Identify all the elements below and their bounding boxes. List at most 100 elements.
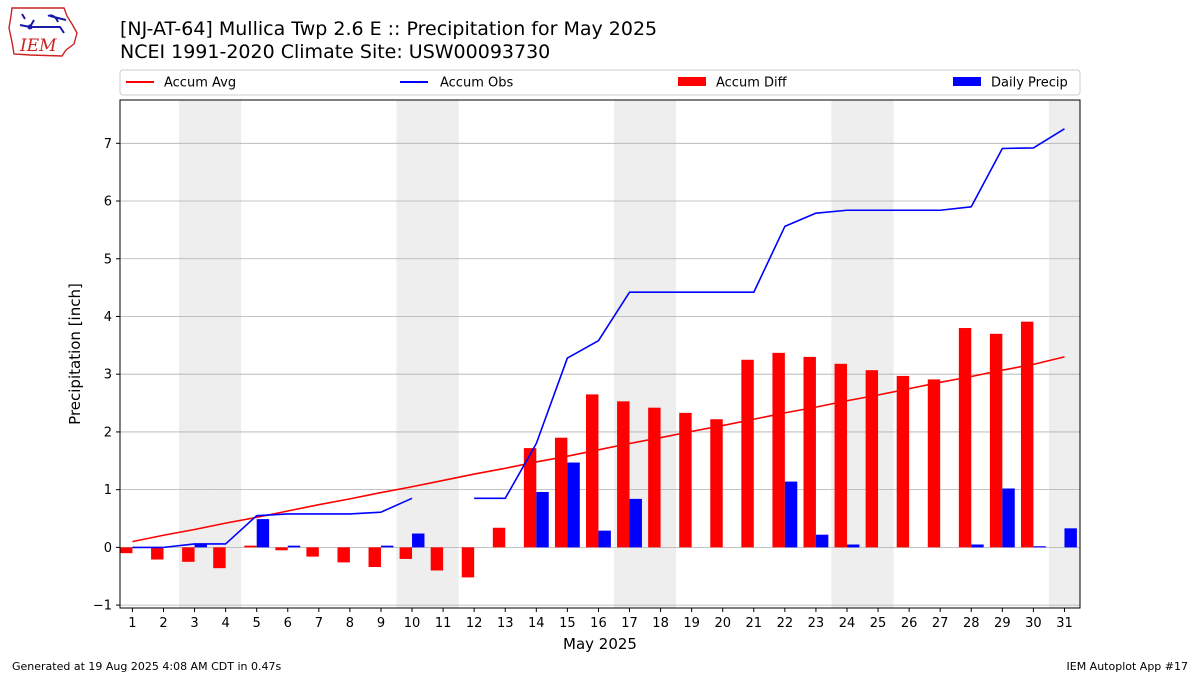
x-tick-label-3: 3: [190, 616, 198, 631]
x-tick-label-21: 21: [746, 616, 763, 631]
accum-diff-bar-day-24: [834, 363, 847, 548]
accum-diff-bar-day-14: [523, 448, 537, 548]
accum-diff-bar-day-30: [1020, 321, 1034, 548]
weekend-shade-day-11: [427, 100, 459, 608]
x-tick-label-2: 2: [159, 616, 167, 631]
accum-diff-bar-day-10: [399, 547, 413, 559]
accum-diff-bar-day-2: [151, 547, 164, 560]
accum-diff-bar-day-8: [337, 547, 350, 563]
daily-precip-bar-day-24: [846, 544, 860, 548]
accum-diff-bar-day-18: [648, 407, 661, 548]
daily-precip-bar-day-15: [567, 462, 580, 548]
x-tick-label-19: 19: [683, 616, 700, 631]
accum-diff-bar-day-15: [554, 437, 568, 548]
daily-precip-bar-day-16: [598, 530, 611, 548]
x-tick-label-11: 11: [435, 616, 452, 631]
x-tick-label-28: 28: [963, 616, 980, 631]
y-tick-label-4: 4: [104, 310, 112, 325]
x-tick-label-22: 22: [777, 616, 794, 631]
x-tick-label-27: 27: [932, 616, 949, 631]
iem-logo: IEM: [8, 7, 78, 57]
daily-precip-bar-day-22: [784, 481, 798, 548]
x-tick-label-7: 7: [315, 616, 323, 631]
x-tick-label-1: 1: [128, 616, 136, 631]
daily-precip-bar-day-29: [1002, 488, 1015, 548]
x-tick-label-8: 8: [346, 616, 354, 631]
footer-generated: Generated at 19 Aug 2025 4:08 AM CDT in …: [12, 660, 281, 673]
accum-diff-bar-day-25: [865, 370, 879, 548]
daily-precip-bar-day-31: [1064, 528, 1077, 548]
x-tick-label-29: 29: [994, 616, 1011, 631]
daily-precip-bar-day-14: [536, 491, 549, 548]
y-tick-label-3: 3: [104, 368, 112, 383]
x-tick-label-15: 15: [559, 616, 576, 631]
accum-diff-bar-day-7: [306, 547, 319, 557]
daily-precip-bars: [194, 462, 1077, 548]
y-axis-ticks: −1 0 1 2 3 4 5 6 7: [93, 137, 120, 614]
x-tick-label-12: 12: [466, 616, 483, 631]
x-tick-label-25: 25: [870, 616, 887, 631]
x-tick-label-16: 16: [590, 616, 607, 631]
x-tick-label-20: 20: [714, 616, 731, 631]
daily-precip-bar-day-28: [971, 544, 984, 548]
iowa-state-outline-icon: [8, 7, 78, 57]
legend-frame: [119, 69, 1081, 96]
x-tick-label-18: 18: [652, 616, 669, 631]
weekend-shade-day-10: [396, 100, 428, 608]
accum-diff-bar-day-12: [461, 547, 475, 578]
x-tick-label-13: 13: [497, 616, 514, 631]
accumulation-lines: [132, 128, 1065, 549]
accum-diff-bar-day-11: [430, 547, 444, 571]
legend-swatch-daily-precip: [953, 77, 981, 86]
x-tick-label-6: 6: [284, 616, 292, 631]
x-tick-label-31: 31: [1056, 616, 1073, 631]
daily-precip-bar-day-3: [194, 543, 207, 548]
x-tick-label-9: 9: [377, 616, 385, 631]
legend-label-daily-precip: Daily Precip: [991, 76, 1068, 91]
plot-frame: [119, 99, 1081, 609]
daily-precip-bar-day-10: [412, 533, 425, 548]
legend: Accum Avg Accum Obs Accum Diff Daily Pre…: [119, 69, 1081, 96]
accum-diff-bar-day-19: [679, 412, 692, 548]
logo-text: IEM: [19, 36, 57, 56]
accum-diff-bar-day-9: [368, 547, 381, 568]
accum-diff-bar-day-17: [617, 401, 630, 548]
accum-diff-bar-day-5: [244, 545, 257, 548]
accum-obs-line-segment-1: [132, 497, 413, 549]
y-tick-label--1: −1: [93, 599, 112, 614]
daily-precip-bar-day-5: [256, 519, 270, 548]
weekend-shade-day-3: [179, 100, 211, 608]
y-tick-label-0: 0: [104, 541, 112, 556]
y-tick-label-1: 1: [104, 483, 112, 498]
x-tick-label-5: 5: [253, 616, 261, 631]
weekend-shade-day-31: [1048, 100, 1080, 608]
daily-precip-bar-day-23: [815, 534, 829, 548]
weekend-shade-day-4: [210, 100, 242, 608]
daily-precip-bar-day-30: [1033, 546, 1046, 548]
chart-subtitle: NCEI 1991-2020 Climate Site: USW00093730: [120, 41, 550, 63]
x-tick-label-10: 10: [404, 616, 421, 631]
accum-diff-bar-day-23: [803, 356, 816, 548]
daily-precip-bar-day-17: [629, 498, 642, 548]
x-tick-label-17: 17: [621, 616, 638, 631]
x-tick-label-30: 30: [1025, 616, 1042, 631]
footer-app-id: IEM Autoplot App #17: [1067, 660, 1189, 673]
x-tick-label-14: 14: [528, 616, 545, 631]
legend-label-accum-diff: Accum Diff: [716, 76, 788, 91]
accum-diff-bar-day-28: [958, 328, 972, 548]
accum-diff-bar-day-3: [182, 547, 195, 562]
accum-diff-bar-day-22: [772, 352, 785, 548]
y-tick-label-5: 5: [104, 252, 112, 267]
weather-station-icon: [19, 13, 67, 34]
x-tick-label-4: 4: [221, 616, 229, 631]
x-tick-label-24: 24: [839, 616, 856, 631]
x-tick-label-23: 23: [808, 616, 825, 631]
accum-diff-bar-day-13: [492, 527, 506, 548]
legend-swatch-accum-diff: [678, 77, 706, 86]
y-tick-label-2: 2: [104, 425, 112, 440]
legend-label-accum-avg: Accum Avg: [164, 76, 236, 91]
accum-diff-bar-day-1: [120, 547, 133, 554]
accum-diff-bar-day-27: [927, 379, 941, 548]
legend-label-accum-obs: Accum Obs: [440, 76, 513, 91]
